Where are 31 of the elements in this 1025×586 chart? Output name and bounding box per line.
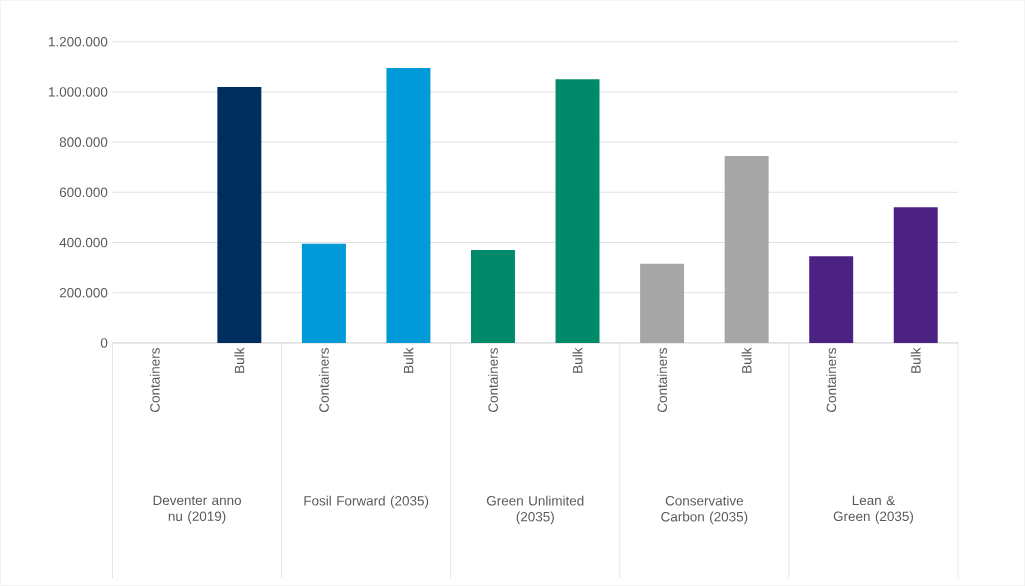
bar — [893, 207, 938, 344]
y-tick-label: 1.200.000 — [49, 37, 108, 47]
text: Conservative Carbon (2035) — [661, 495, 748, 525]
text: Green Unlimited (2035) — [486, 495, 584, 525]
x-tick-label: Bulk — [741, 347, 752, 373]
y-tick-label: 0 — [100, 338, 108, 348]
bar — [724, 156, 769, 344]
text: Fosil Forward (2035) — [304, 495, 429, 509]
y-tick-label: 600.000 — [59, 187, 108, 198]
x-tick-label: Containers — [488, 348, 498, 413]
x-tick-label: Containers — [826, 348, 837, 413]
y-tick-label: 200.000 — [59, 288, 108, 298]
bar — [640, 263, 685, 344]
x-tick-label: Bulk — [234, 347, 245, 373]
bar — [555, 79, 600, 344]
y-tick-label: 400.000 — [59, 237, 108, 248]
y-tick-label: 1.000.000 — [49, 87, 108, 97]
bar — [301, 243, 346, 344]
text: Deventer anno nu (2019) — [153, 495, 242, 524]
bar — [386, 68, 431, 344]
x-tick-label: Bulk — [403, 347, 414, 373]
bar — [217, 87, 262, 344]
y-tick-label: 800.000 — [59, 137, 108, 147]
bar — [809, 256, 854, 344]
x-tick-label: Bulk — [910, 347, 921, 373]
bar — [471, 250, 515, 344]
x-tick-label: Containers — [318, 348, 329, 413]
x-tick-label: Containers — [149, 348, 160, 413]
x-tick-label: Containers — [657, 348, 668, 413]
text: Lean & Green (2035) — [833, 495, 913, 524]
x-tick-label: Bulk — [572, 347, 583, 373]
